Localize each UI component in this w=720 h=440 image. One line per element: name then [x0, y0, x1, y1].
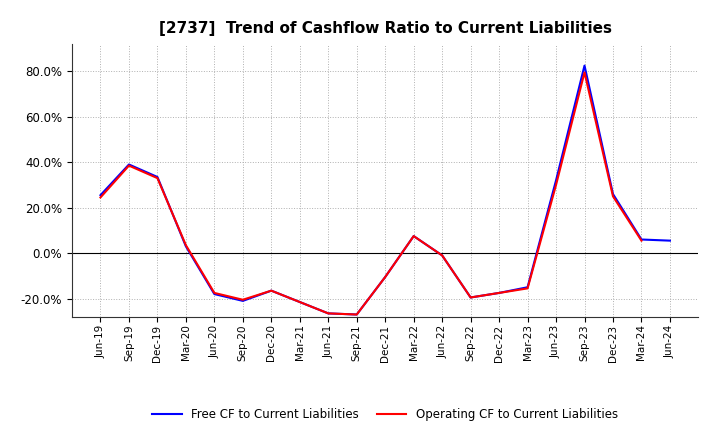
Operating CF to Current Liabilities	[267, 288, 276, 293]
Free CF to Current Liabilities	[210, 291, 219, 297]
Operating CF to Current Liabilities	[352, 312, 361, 317]
Operating CF to Current Liabilities	[608, 194, 617, 199]
Operating CF to Current Liabilities	[181, 242, 190, 248]
Operating CF to Current Liabilities	[580, 70, 589, 75]
Free CF to Current Liabilities	[96, 193, 105, 198]
Free CF to Current Liabilities	[267, 288, 276, 293]
Free CF to Current Liabilities	[665, 238, 674, 243]
Operating CF to Current Liabilities	[495, 290, 503, 296]
Free CF to Current Liabilities	[410, 234, 418, 239]
Operating CF to Current Liabilities	[125, 163, 133, 168]
Operating CF to Current Liabilities	[295, 299, 304, 304]
Free CF to Current Liabilities	[608, 191, 617, 197]
Operating CF to Current Liabilities	[238, 297, 247, 302]
Free CF to Current Liabilities	[523, 285, 532, 290]
Line: Free CF to Current Liabilities: Free CF to Current Liabilities	[101, 66, 670, 315]
Operating CF to Current Liabilities	[410, 234, 418, 239]
Free CF to Current Liabilities	[238, 298, 247, 304]
Free CF to Current Liabilities	[153, 174, 162, 180]
Operating CF to Current Liabilities	[153, 176, 162, 181]
Line: Operating CF to Current Liabilities: Operating CF to Current Liabilities	[101, 73, 642, 315]
Operating CF to Current Liabilities	[637, 238, 646, 243]
Free CF to Current Liabilities	[181, 244, 190, 249]
Free CF to Current Liabilities	[381, 275, 390, 280]
Free CF to Current Liabilities	[438, 253, 446, 258]
Operating CF to Current Liabilities	[523, 286, 532, 291]
Operating CF to Current Liabilities	[467, 295, 475, 300]
Free CF to Current Liabilities	[467, 295, 475, 300]
Operating CF to Current Liabilities	[552, 182, 560, 187]
Operating CF to Current Liabilities	[96, 195, 105, 200]
Operating CF to Current Liabilities	[438, 253, 446, 258]
Free CF to Current Liabilities	[324, 311, 333, 316]
Free CF to Current Liabilities	[352, 312, 361, 317]
Operating CF to Current Liabilities	[324, 311, 333, 316]
Free CF to Current Liabilities	[580, 63, 589, 68]
Free CF to Current Liabilities	[295, 299, 304, 304]
Free CF to Current Liabilities	[495, 290, 503, 296]
Free CF to Current Liabilities	[637, 237, 646, 242]
Free CF to Current Liabilities	[125, 162, 133, 167]
Free CF to Current Liabilities	[552, 178, 560, 183]
Title: [2737]  Trend of Cashflow Ratio to Current Liabilities: [2737] Trend of Cashflow Ratio to Curren…	[158, 21, 612, 36]
Operating CF to Current Liabilities	[381, 275, 390, 280]
Legend: Free CF to Current Liabilities, Operating CF to Current Liabilities: Free CF to Current Liabilities, Operatin…	[148, 403, 623, 425]
Operating CF to Current Liabilities	[210, 290, 219, 296]
